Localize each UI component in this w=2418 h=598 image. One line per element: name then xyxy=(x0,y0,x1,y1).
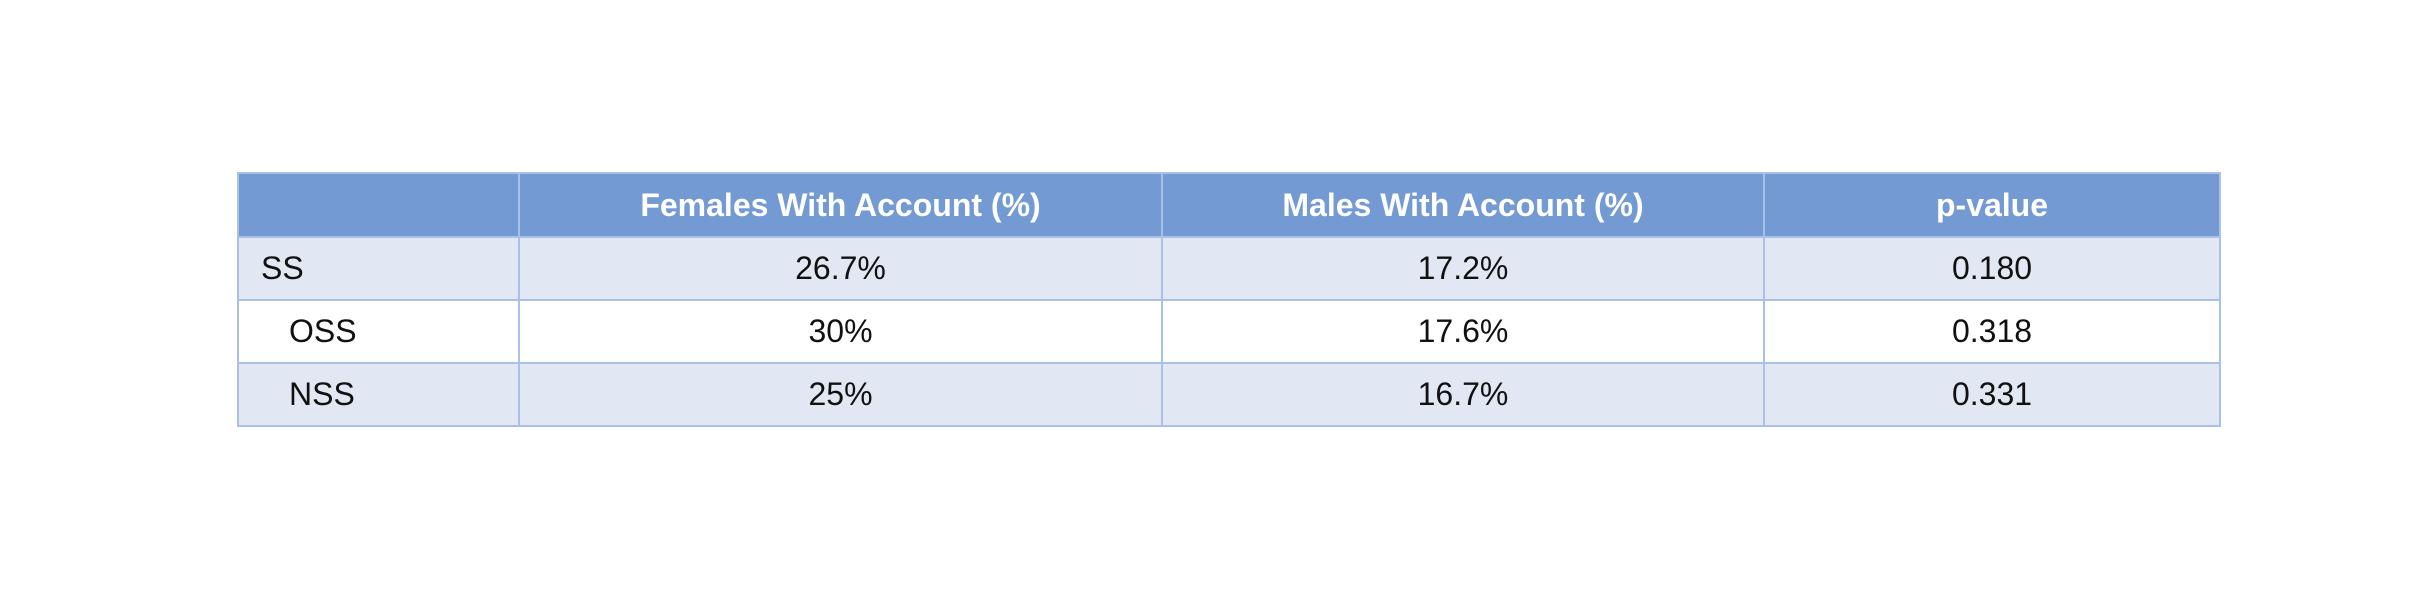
account-comparison-table: Females With Account (%) Males With Acco… xyxy=(237,172,2221,427)
row-label: NSS xyxy=(237,362,520,427)
header-row: Females With Account (%) Males With Acco… xyxy=(237,172,2221,238)
header-cell-p-value: p-value xyxy=(1763,172,2221,238)
table-row: NSS 25% 16.7% 0.331 xyxy=(237,362,2221,427)
p-value: 0.180 xyxy=(1763,236,2221,301)
males-value: 17.6% xyxy=(1161,299,1765,364)
table-header: Females With Account (%) Males With Acco… xyxy=(237,172,2221,238)
table-row: OSS 30% 17.6% 0.318 xyxy=(237,299,2221,364)
header-cell-males: Males With Account (%) xyxy=(1161,172,1765,238)
males-value: 16.7% xyxy=(1161,362,1765,427)
header-cell-females: Females With Account (%) xyxy=(518,172,1163,238)
p-value: 0.331 xyxy=(1763,362,2221,427)
table-row: SS 26.7% 17.2% 0.180 xyxy=(237,236,2221,301)
row-label: SS xyxy=(237,236,520,301)
header-cell-empty xyxy=(237,172,520,238)
p-value: 0.318 xyxy=(1763,299,2221,364)
data-table-container: Females With Account (%) Males With Acco… xyxy=(237,172,2221,427)
row-label: OSS xyxy=(237,299,520,364)
males-value: 17.2% xyxy=(1161,236,1765,301)
females-value: 25% xyxy=(518,362,1163,427)
table-body: SS 26.7% 17.2% 0.180 OSS 30% 17.6% 0.318… xyxy=(237,236,2221,427)
females-value: 30% xyxy=(518,299,1163,364)
females-value: 26.7% xyxy=(518,236,1163,301)
